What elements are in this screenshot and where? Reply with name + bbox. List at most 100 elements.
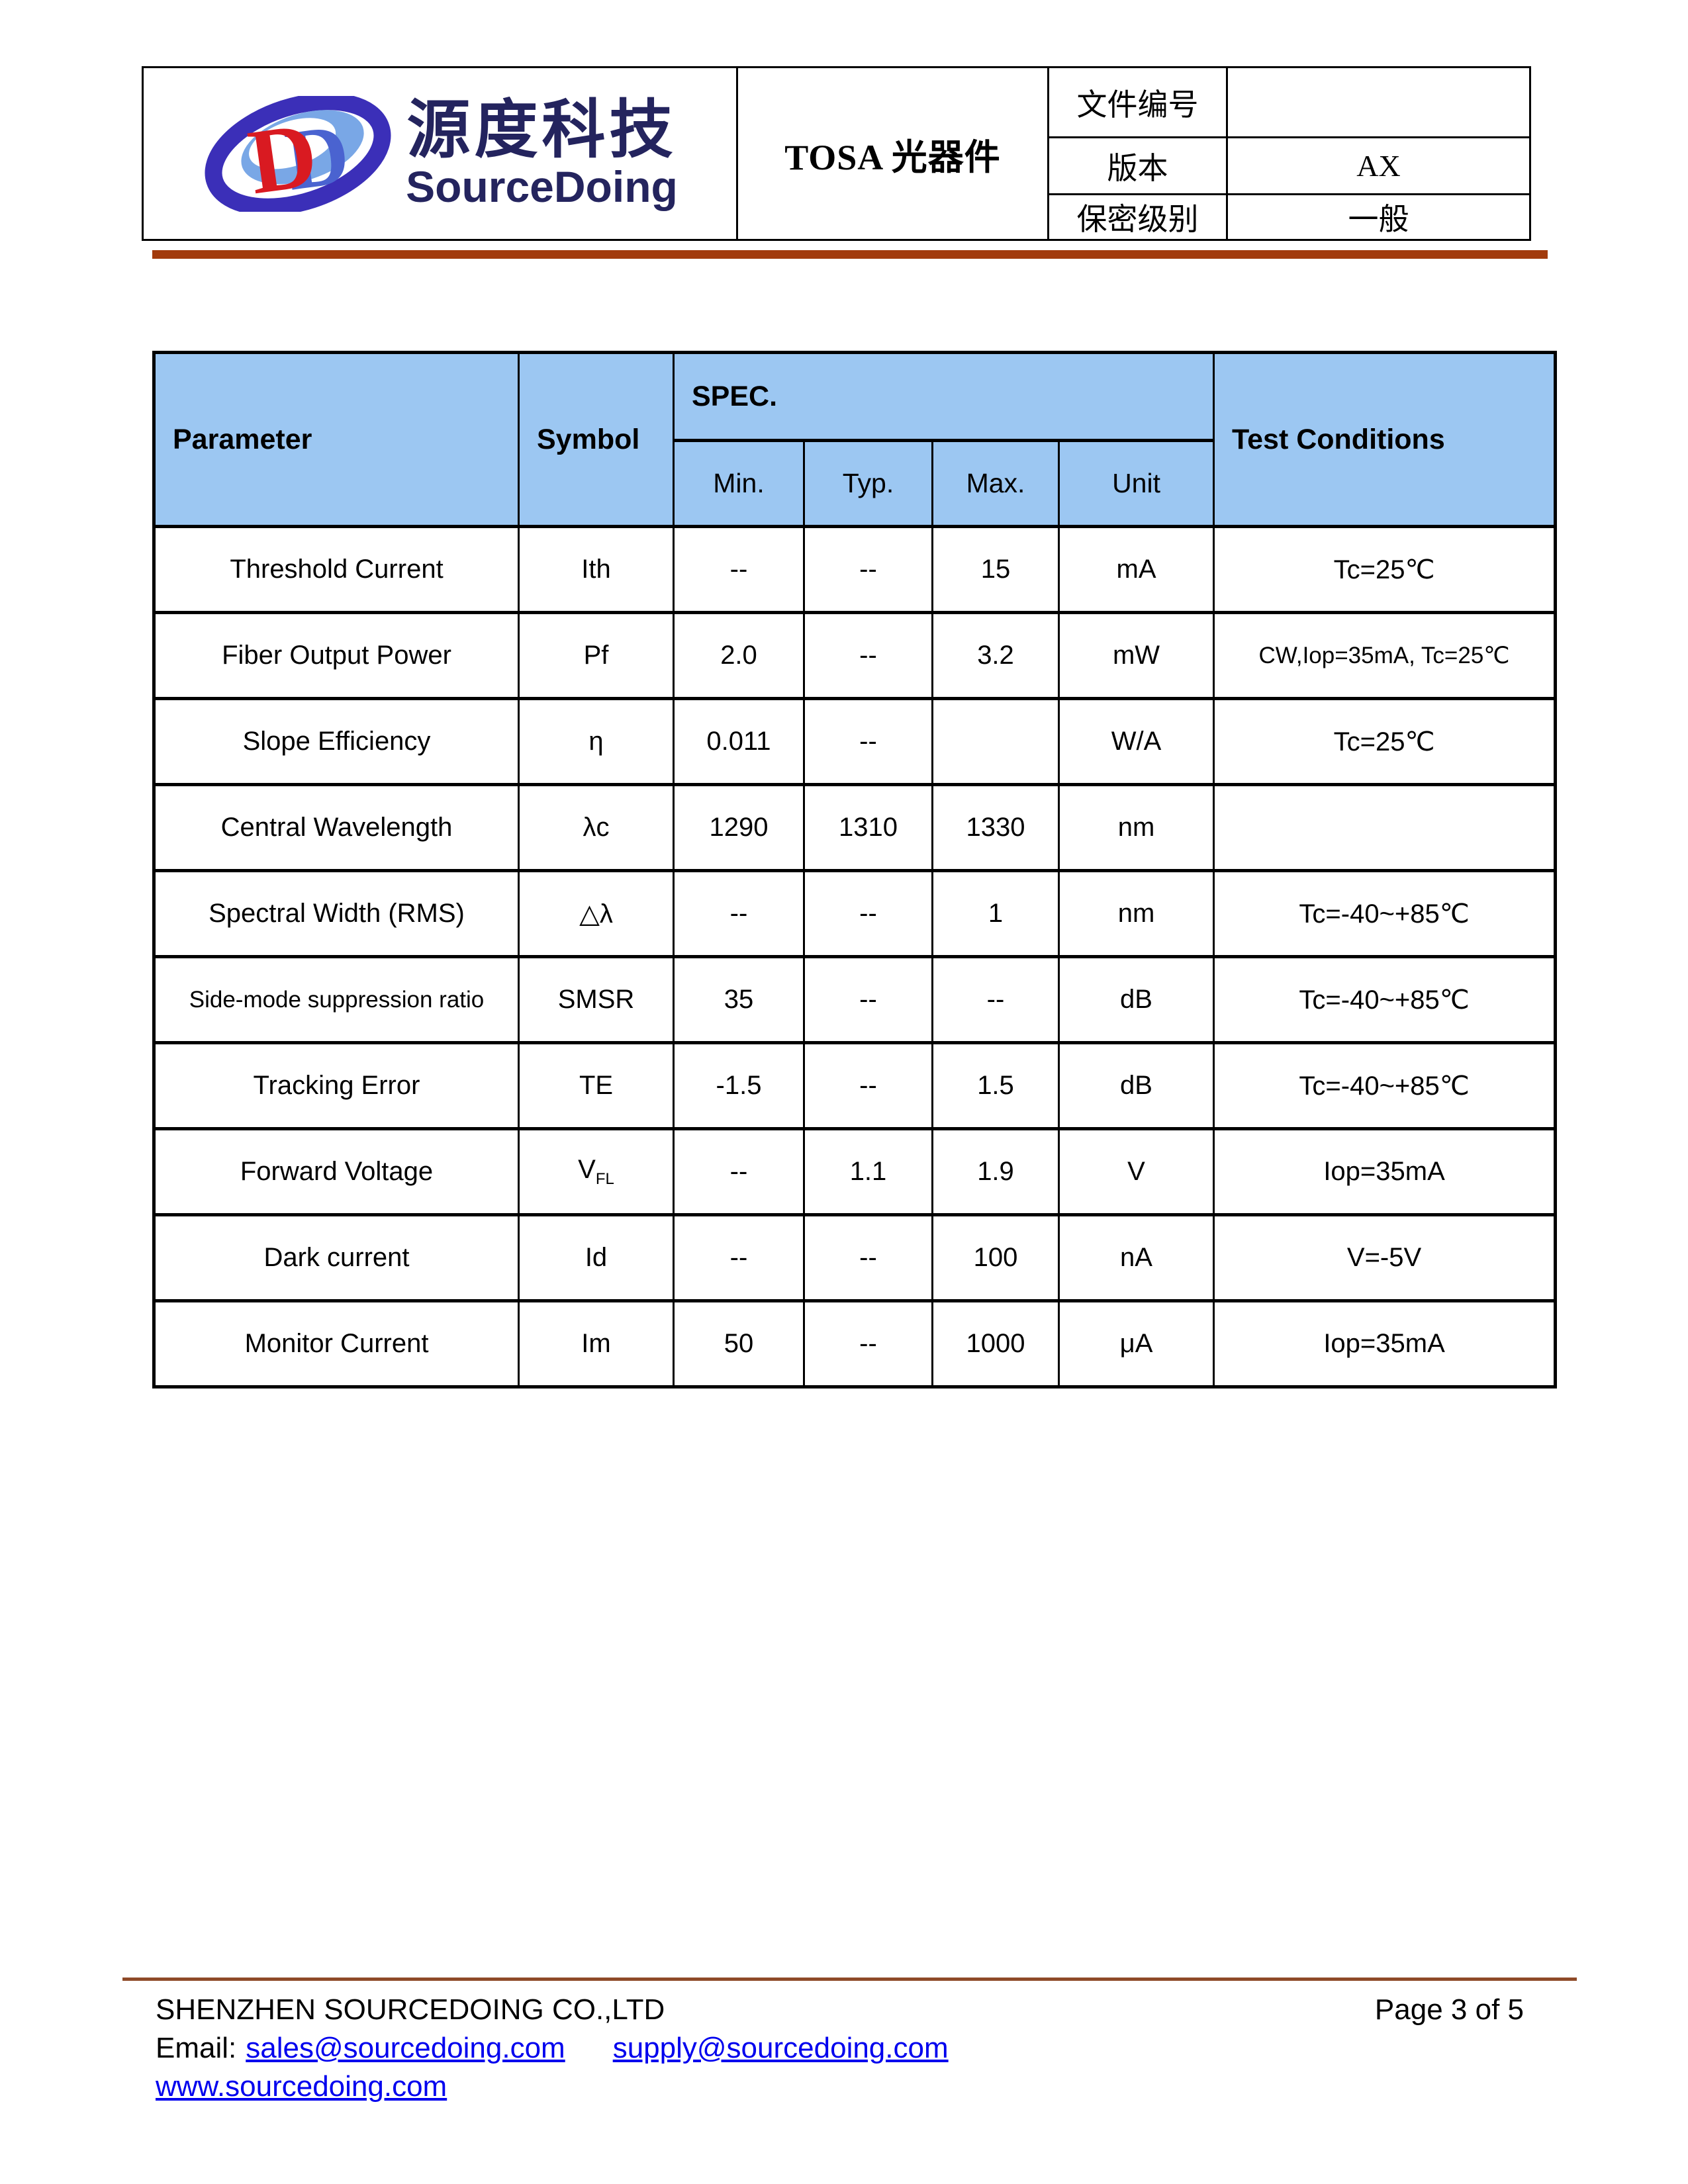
cell-symbol: Im [518, 1299, 675, 1388]
spec-row: Slope Efficiency η 0.011 -- W/A Tc=25℃ [153, 697, 1557, 786]
cell-max: 1.5 [931, 1041, 1060, 1130]
spec-row: Dark current Id -- -- 100 nA V=-5V [153, 1213, 1557, 1302]
cell-typ: 1.1 [803, 1127, 933, 1216]
cell-parameter: Forward Voltage [153, 1127, 520, 1216]
cell-max: 3.2 [931, 611, 1060, 700]
cell-max: -- [931, 955, 1060, 1044]
col-header-spec: SPEC. [672, 351, 1215, 442]
col-header-min: Min. [673, 439, 805, 528]
cell-min: 50 [673, 1299, 805, 1388]
company-logo: D D 源度科技 SourceDoing [145, 95, 735, 212]
cell-max: 100 [931, 1213, 1060, 1302]
email-link-supply[interactable]: supply@sourcedoing.com [612, 2032, 949, 2064]
symbol-main: V [578, 1155, 596, 1184]
doc-number-value [1226, 66, 1531, 138]
spec-row: Spectral Width (RMS) △λ -- -- 1 nm Tc=-4… [153, 869, 1557, 958]
cell-parameter: Slope Efficiency [153, 697, 520, 786]
cell-test-conditions: Tc=-40~+85℃ [1213, 1041, 1557, 1130]
spec-row: Forward Voltage VFL -- 1.1 1.9 V Iop=35m… [153, 1127, 1557, 1216]
footer-company-name: SHENZHEN SOURCEDOING CO.,LTD [156, 1993, 665, 2026]
spec-table: Parameter Symbol SPEC. Test Conditions M… [152, 351, 1558, 1388]
logo-cell: D D 源度科技 SourceDoing [142, 66, 738, 241]
doc-number-label: 文件编号 [1047, 66, 1228, 138]
cell-typ: -- [803, 1213, 933, 1302]
cell-test-conditions: Iop=35mA [1213, 1127, 1557, 1216]
cell-typ: -- [803, 869, 933, 958]
cell-test-conditions: V=-5V [1213, 1213, 1557, 1302]
company-name-en: SourceDoing [406, 162, 678, 211]
col-header-typ: Typ. [803, 439, 933, 528]
cell-parameter: Tracking Error [153, 1041, 520, 1130]
footer-website-line: www.sourcedoing.com [156, 2069, 447, 2105]
col-header-max: Max. [931, 439, 1060, 528]
cell-unit: dB [1057, 955, 1215, 1044]
cell-min: 0.011 [673, 697, 805, 786]
cell-parameter: Fiber Output Power [153, 611, 520, 700]
cell-test-conditions: Tc=25℃ [1213, 697, 1557, 786]
col-header-parameter: Parameter [153, 351, 520, 528]
cell-symbol: △λ [518, 869, 675, 958]
cell-max: 1330 [931, 783, 1060, 872]
logo-mark-icon: D D [205, 95, 391, 212]
cell-unit: nA [1057, 1213, 1215, 1302]
company-logo-text: 源度科技 SourceDoing [406, 99, 678, 211]
cell-typ: -- [803, 697, 933, 786]
email-link-sales[interactable]: sales@sourcedoing.com [246, 2032, 565, 2064]
cell-typ: -- [803, 525, 933, 614]
confidentiality-value: 一般 [1226, 193, 1531, 241]
cell-parameter: Threshold Current [153, 525, 520, 614]
cell-min: -- [673, 1127, 805, 1216]
cell-min: -- [673, 869, 805, 958]
cell-min: 35 [673, 955, 805, 1044]
footer-email-line: Email: sales@sourcedoing.com supply@source… [156, 2030, 949, 2066]
cell-max: 1.9 [931, 1127, 1060, 1216]
cell-min: -- [673, 1213, 805, 1302]
logo-d-red-icon: D [243, 103, 324, 211]
cell-unit: V [1057, 1127, 1215, 1216]
cell-max [931, 697, 1060, 786]
cell-test-conditions: CW,Iop=35mA, Tc=25℃ [1213, 611, 1557, 700]
spec-row: Threshold Current Ith -- -- 15 mA Tc=25℃ [153, 525, 1557, 614]
cell-max: 1000 [931, 1299, 1060, 1388]
cell-typ: -- [803, 611, 933, 700]
email-label: Email: [156, 2032, 237, 2064]
cell-max: 15 [931, 525, 1060, 614]
version-label: 版本 [1047, 136, 1228, 195]
cell-symbol: TE [518, 1041, 675, 1130]
page-number: Page 3 of 5 [1374, 1993, 1524, 2026]
cell-max: 1 [931, 869, 1060, 958]
cell-parameter: Side-mode suppression ratio [153, 955, 520, 1044]
confidentiality-label: 保密级别 [1047, 193, 1228, 241]
spec-header-row-2: Min. Typ. Max. Unit [154, 439, 1556, 528]
cell-unit: dB [1057, 1041, 1215, 1130]
document-title: TOSA 光器件 [736, 66, 1049, 241]
symbol-subscript: FL [595, 1170, 614, 1188]
cell-test-conditions: Tc=-40~+85℃ [1213, 869, 1557, 958]
cell-symbol: λc [518, 783, 675, 872]
cell-min: -1.5 [673, 1041, 805, 1130]
cell-min: -- [673, 525, 805, 614]
spec-row: Side-mode suppression ratio SMSR 35 -- -… [153, 955, 1557, 1044]
cell-parameter: Spectral Width (RMS) [153, 869, 520, 958]
cell-unit: nm [1057, 783, 1215, 872]
cell-test-conditions: Iop=35mA [1213, 1299, 1557, 1388]
cell-unit: mA [1057, 525, 1215, 614]
cell-test-conditions: Tc=25℃ [1213, 525, 1557, 614]
cell-symbol: Ith [518, 525, 675, 614]
spec-header-row-1: Parameter Symbol SPEC. Test Conditions [153, 351, 1557, 528]
cell-parameter: Monitor Current [153, 1299, 520, 1388]
footer-rule [122, 1978, 1577, 1981]
col-header-unit: Unit [1057, 439, 1215, 528]
cell-symbol: SMSR [518, 955, 675, 1044]
cell-unit: mW [1057, 611, 1215, 700]
cell-typ: -- [803, 955, 933, 1044]
website-link[interactable]: www.sourcedoing.com [156, 2070, 447, 2103]
document-header-table: D D 源度科技 SourceDoing TOSA 光器件 文件编号 版本 AX… [142, 66, 1531, 241]
logo-d-blue-icon: D [280, 106, 355, 209]
cell-typ: -- [803, 1299, 933, 1388]
spec-row: Monitor Current Im 50 -- 1000 μA Iop=35m… [153, 1299, 1557, 1388]
header-divider-bar [152, 250, 1548, 259]
spec-row: Central Wavelength λc 1290 1310 1330 nm [153, 783, 1557, 872]
cell-min: 1290 [673, 783, 805, 872]
